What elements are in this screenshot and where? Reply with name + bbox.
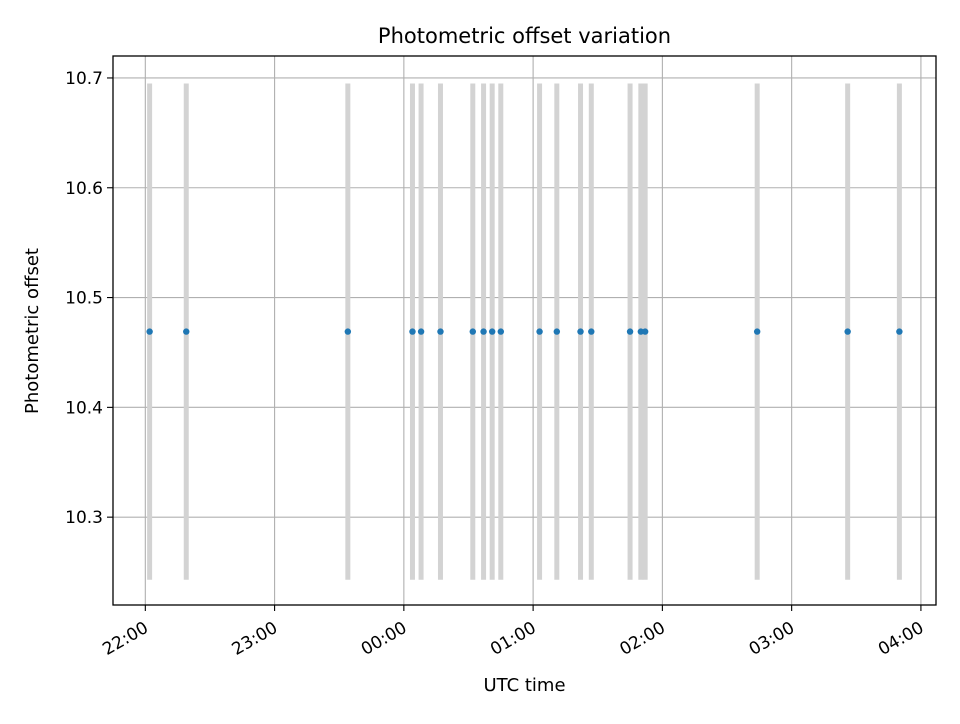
data-point: [409, 328, 416, 335]
y-tick-label: 10.4: [65, 398, 103, 418]
data-point: [844, 328, 851, 335]
data-point: [146, 328, 153, 335]
data-point: [577, 328, 584, 335]
data-point: [183, 328, 190, 335]
chart-title: Photometric offset variation: [378, 24, 671, 48]
data-point: [344, 328, 352, 335]
data-point: [626, 328, 634, 335]
data-point: [753, 328, 761, 335]
data-point: [480, 328, 487, 335]
y-tick-label: 10.3: [65, 508, 103, 528]
y-tick-label: 10.6: [65, 179, 103, 199]
y-axis-ticks: 10.3 10.4 10.5 10.6 10.7: [65, 69, 113, 528]
data-point: [417, 328, 425, 335]
y-tick-label: 10.5: [65, 289, 103, 309]
y-axis-label: Photometric offset: [22, 248, 43, 414]
grid-lines: [113, 56, 936, 605]
data-point: [469, 328, 476, 335]
plot-frame: [112, 55, 937, 606]
data-points: [146, 328, 903, 335]
data-point: [641, 328, 649, 335]
data-point: [437, 328, 444, 335]
x-axis-label: UTC time: [483, 675, 565, 696]
data-point: [553, 328, 561, 335]
data-point: [588, 328, 595, 335]
data-point: [488, 328, 496, 335]
data-point: [497, 328, 505, 335]
data-point: [536, 328, 543, 335]
y-tick-label: 10.7: [65, 69, 103, 89]
data-point: [896, 328, 903, 335]
